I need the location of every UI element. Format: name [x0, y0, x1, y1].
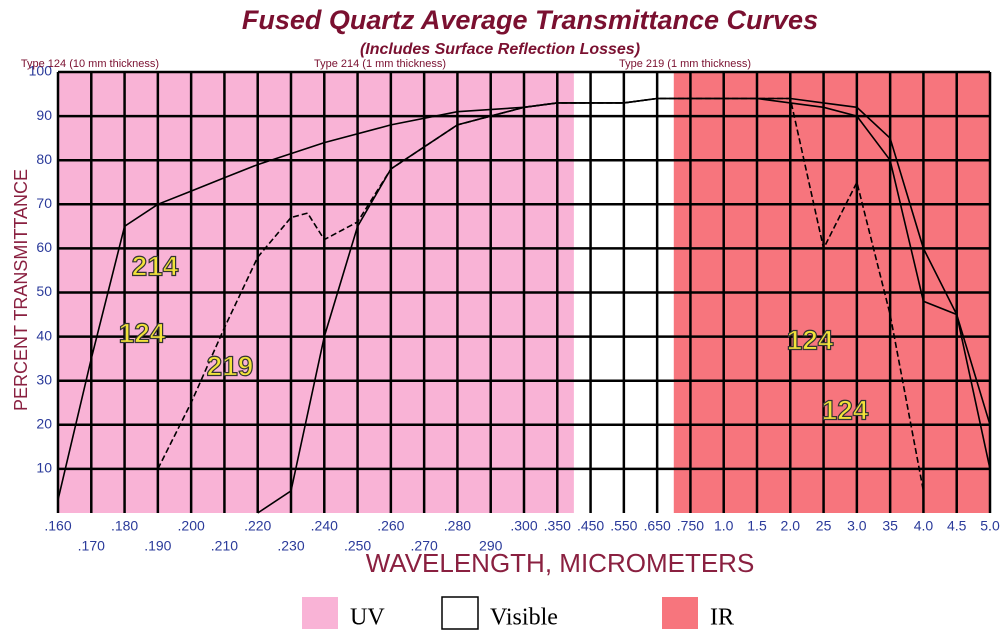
series-line [257, 97, 991, 514]
chart-subtitle: (Includes Surface Reflection Losses) [360, 41, 640, 58]
y-tick-label: 60 [36, 239, 52, 255]
x-tick-label: .450 [577, 518, 604, 534]
x-tick-label: 4.5 [947, 518, 967, 534]
type-label: Type 214 (1 mm thickness) [314, 58, 446, 70]
legend-label: IR [710, 605, 734, 631]
chart-title: Fused Quartz Average Transmittance Curve… [242, 5, 818, 35]
annotation-label: 219 [207, 350, 254, 381]
x-tick-label: .270 [411, 538, 438, 554]
x-tick-label: .160 [44, 518, 71, 534]
legend-label: UV [350, 605, 385, 631]
x-tick-label: .650 [644, 518, 671, 534]
y-tick-label: 80 [36, 151, 52, 167]
x-tick-label: .210 [211, 538, 238, 554]
x-tick-label: .260 [377, 518, 404, 534]
annotation-label: 124 [787, 324, 834, 355]
x-tick-label: .750 [677, 518, 704, 534]
x-tick-label: 3.0 [847, 518, 867, 534]
annotation-label: 124 [119, 317, 166, 348]
x-tick-label: 4.0 [914, 518, 934, 534]
x-tick-label: .200 [178, 518, 205, 534]
legend-label: Visible [490, 605, 558, 631]
x-tick-label: .220 [244, 518, 271, 534]
legend-swatch [662, 597, 698, 629]
x-tick-label: .230 [277, 538, 304, 554]
legend-swatch [302, 597, 338, 629]
x-tick-label: .550 [610, 518, 637, 534]
x-tick-label: .350 [544, 518, 571, 534]
y-tick-label: 90 [36, 107, 52, 123]
y-tick-label: 20 [36, 416, 52, 432]
x-tick-label: .170 [78, 538, 105, 554]
y-tick-label: 40 [36, 327, 52, 343]
x-tick-label: 2.0 [781, 518, 801, 534]
x-tick-label: .300 [510, 518, 537, 534]
x-tick-label: .180 [111, 518, 138, 534]
y-axis-label: PERCENT TRANSMITTANCE [11, 169, 31, 411]
x-tick-label: 25 [816, 518, 832, 534]
type-label: Type 219 (1 mm thickness) [619, 58, 751, 70]
x-tick-label: 1.5 [747, 518, 767, 534]
x-tick-label: .250 [344, 538, 371, 554]
y-tick-label: 50 [36, 283, 52, 299]
annotation-label: 214 [132, 250, 179, 281]
x-tick-label: .280 [444, 518, 471, 534]
x-tick-label: .240 [311, 518, 338, 534]
x-tick-label: 5.0 [980, 518, 1000, 534]
y-tick-label: 100 [29, 63, 53, 79]
y-tick-label: 70 [36, 195, 52, 211]
x-tick-label: 35 [882, 518, 898, 534]
y-tick-label: 30 [36, 371, 52, 387]
x-tick-label: 290 [479, 538, 503, 554]
x-axis-label: WAVELENGTH, MICROMETERS [366, 548, 755, 578]
annotation-label: 124 [822, 394, 869, 425]
y-tick-label: 10 [36, 460, 52, 476]
x-tick-label: 1.0 [714, 518, 734, 534]
legend-swatch [441, 596, 479, 630]
x-tick-label: .190 [144, 538, 171, 554]
type-label: Type 124 (10 mm thickness) [21, 58, 159, 70]
